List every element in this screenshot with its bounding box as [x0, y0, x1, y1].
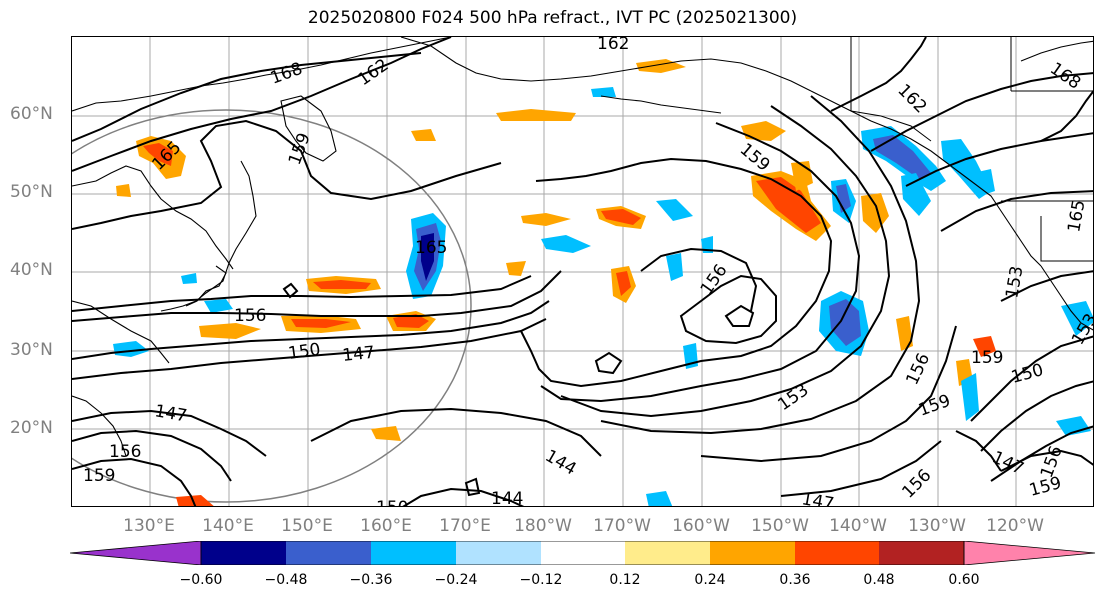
colorbar-tick: 0.24	[694, 572, 726, 588]
colorbar-swatch	[371, 541, 456, 565]
colorbar-swatch	[201, 541, 286, 565]
lon-label-140w: 140°W	[829, 516, 887, 536]
colorbar-tick: −0.60	[179, 572, 223, 588]
colorbar-tick: −0.12	[519, 572, 563, 588]
range-circle	[72, 109, 472, 503]
contour-label: 147	[989, 447, 1027, 479]
lat-label-20n: 20°N	[10, 418, 53, 438]
colorbar	[70, 541, 1096, 565]
colorbar-tick: −0.24	[434, 572, 478, 588]
contour-label: 168	[1046, 59, 1084, 94]
contour-label: 147	[341, 343, 375, 366]
contour-label: 165	[415, 238, 447, 258]
contour-label: 159	[1027, 473, 1064, 501]
lon-label-130e: 130°E	[123, 516, 175, 536]
lon-label-170w: 170°W	[593, 516, 651, 536]
positive-anomaly-patches	[116, 59, 996, 506]
contour-label: 147	[153, 401, 188, 426]
contour-label: 156	[234, 306, 266, 326]
lon-label-150e: 150°E	[281, 516, 333, 536]
map-panel: 162 168 162 159 165 165 156 150 147 156 …	[71, 36, 1094, 507]
contour-label: 168	[268, 59, 305, 89]
contour-label: 156	[902, 350, 934, 388]
contour-label: 153	[1002, 264, 1027, 299]
colorbar-tick: 0.12	[609, 572, 641, 588]
colorbar-swatch	[710, 541, 795, 565]
colorbar-tick: −0.36	[349, 572, 393, 588]
contour-label: 159	[971, 348, 1003, 368]
lon-label-160w: 160°W	[672, 516, 730, 536]
map-title: 2025020800 F024 500 hPa refract., IVT PC…	[307, 8, 798, 28]
contour-label: 150	[1009, 360, 1046, 388]
contours	[72, 37, 1093, 506]
contour-label: 156	[109, 442, 141, 462]
contour-label: 162	[597, 37, 629, 54]
contour-label: 150	[287, 340, 322, 364]
lat-label-40n: 40°N	[10, 260, 53, 280]
lat-label-50n: 50°N	[10, 182, 53, 202]
colorbar-extend-high	[963, 541, 1096, 565]
contour-label: 150	[376, 498, 408, 507]
lat-label-30n: 30°N	[10, 340, 53, 360]
colorbar-swatch	[795, 541, 879, 565]
coastlines	[72, 37, 1093, 457]
negative-anomaly-patches	[113, 87, 1093, 506]
colorbar-swatch	[286, 541, 371, 565]
colorbar-extend-low	[70, 541, 202, 565]
lon-label-120w: 120°W	[986, 516, 1044, 536]
colorbar-swatch	[625, 541, 710, 565]
lat-label-60n: 60°N	[10, 104, 53, 124]
lon-label-140e: 140°E	[202, 516, 254, 536]
borders	[850, 37, 1093, 262]
lon-label-150w: 150°W	[751, 516, 809, 536]
contour-label: 144	[542, 446, 580, 480]
contour-label: 147	[800, 489, 835, 507]
colorbar-swatch	[541, 541, 625, 565]
lon-label-170e: 170°E	[439, 516, 491, 536]
contour-label: 144	[491, 489, 523, 507]
map-canvas: 162 168 162 159 165 165 156 150 147 156 …	[72, 37, 1093, 507]
contour-label: 156	[898, 465, 935, 502]
contour-label: 159	[83, 466, 115, 486]
contour-label: 162	[893, 80, 930, 117]
colorbar-swatch	[456, 541, 541, 565]
colorbar-tick: 0.48	[863, 572, 895, 588]
colorbar-tick: 0.60	[948, 572, 980, 588]
contour-label: 159	[285, 130, 315, 167]
lon-label-160e: 160°E	[360, 516, 412, 536]
contour-label: 153	[774, 380, 812, 415]
colorbar-tick: −0.48	[264, 572, 308, 588]
colorbar-tick: 0.36	[779, 572, 811, 588]
contour-label: 159	[916, 391, 953, 421]
contour-label: 165	[1064, 198, 1089, 233]
lon-label-180w: 180°W	[514, 516, 572, 536]
colorbar-swatch	[879, 541, 964, 565]
lon-label-130w: 130°W	[908, 516, 966, 536]
